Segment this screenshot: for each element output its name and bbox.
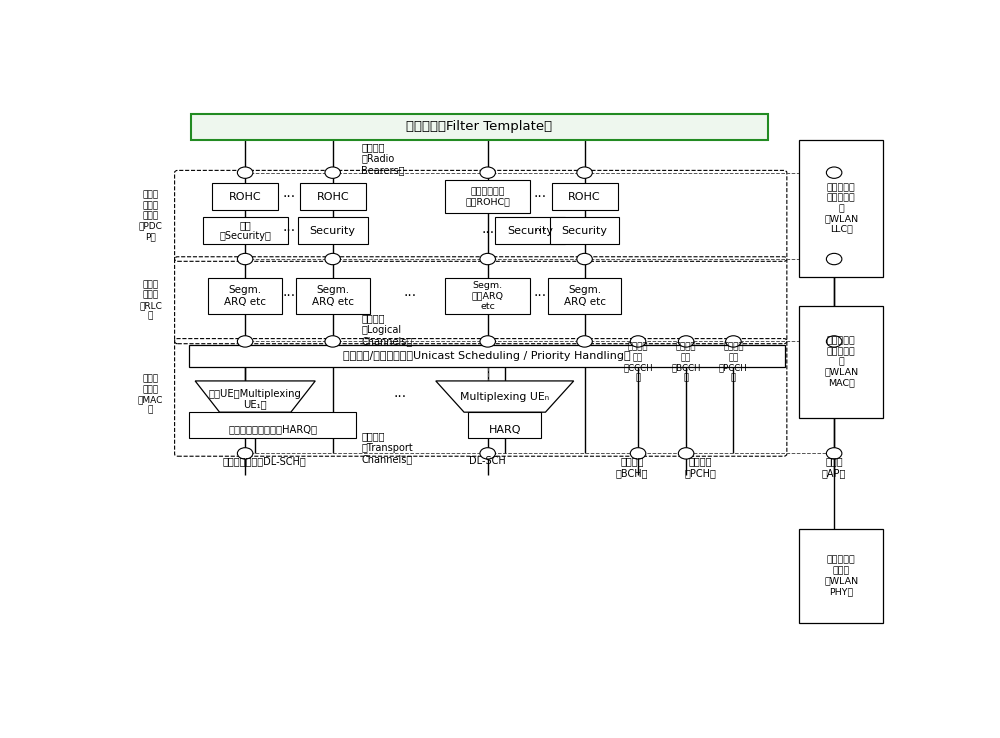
- Text: 混合自动重传请求（HARQ）: 混合自动重传请求（HARQ）: [228, 424, 317, 435]
- Circle shape: [480, 448, 495, 459]
- Text: Segm.
ARQ etc: Segm. ARQ etc: [312, 285, 354, 307]
- Text: ROHC: ROHC: [229, 192, 261, 201]
- Circle shape: [325, 253, 340, 265]
- FancyBboxPatch shape: [495, 217, 565, 244]
- Text: 无线承载
（Radio
Bearers）: 无线承载 （Radio Bearers）: [361, 142, 405, 175]
- Text: 分组数
据汇聚
层协议
（PDC
P）: 分组数 据汇聚 层协议 （PDC P）: [139, 190, 163, 241]
- Circle shape: [577, 167, 592, 179]
- Text: Multiplexing UEₙ: Multiplexing UEₙ: [460, 392, 549, 401]
- Text: 公共控制
信道
（CCCH
）: 公共控制 信道 （CCCH ）: [623, 342, 653, 383]
- FancyBboxPatch shape: [298, 217, 368, 244]
- FancyBboxPatch shape: [799, 139, 883, 277]
- Text: Security: Security: [507, 226, 553, 235]
- Circle shape: [826, 448, 842, 459]
- Text: Segm.
ARQ etc: Segm. ARQ etc: [224, 285, 266, 307]
- Circle shape: [826, 253, 842, 265]
- Circle shape: [678, 448, 694, 459]
- Polygon shape: [436, 381, 574, 413]
- FancyBboxPatch shape: [300, 183, 366, 210]
- Text: DL-SCH: DL-SCH: [469, 456, 506, 466]
- Text: ···: ···: [282, 224, 295, 238]
- Circle shape: [826, 336, 842, 347]
- FancyBboxPatch shape: [208, 278, 282, 314]
- Circle shape: [577, 253, 592, 265]
- Text: ···: ···: [282, 289, 295, 303]
- Text: 下行共享信道（DL-SCH）: 下行共享信道（DL-SCH）: [223, 456, 306, 466]
- Circle shape: [630, 448, 646, 459]
- Text: Security: Security: [562, 226, 608, 235]
- Circle shape: [237, 448, 253, 459]
- FancyBboxPatch shape: [552, 183, 618, 210]
- Circle shape: [480, 167, 495, 179]
- Text: ROHC: ROHC: [316, 192, 349, 201]
- FancyBboxPatch shape: [212, 183, 278, 210]
- Text: ···: ···: [533, 289, 547, 303]
- Text: ···: ···: [533, 224, 547, 238]
- Text: 广播控制
信道
（BCCH
）: 广播控制 信道 （BCCH ）: [671, 342, 701, 383]
- Text: 逻辑信道
（Logical
Channels）: 逻辑信道 （Logical Channels）: [361, 314, 413, 347]
- Circle shape: [237, 167, 253, 179]
- Polygon shape: [195, 381, 315, 413]
- FancyBboxPatch shape: [799, 529, 883, 623]
- Text: 寻呼控制
信道
（PCCH
）: 寻呼控制 信道 （PCCH ）: [719, 342, 748, 383]
- FancyBboxPatch shape: [202, 217, 288, 244]
- Circle shape: [726, 336, 741, 347]
- Text: 复用UE（Multiplexing: 复用UE（Multiplexing: [209, 389, 302, 399]
- Text: 传输信道
（Transport
Channels）: 传输信道 （Transport Channels）: [361, 431, 413, 464]
- Text: 无线链
路控制
（RLC
）: 无线链 路控制 （RLC ）: [139, 280, 162, 320]
- Text: 无线局域网
物理层
（WLAN
PHY）: 无线局域网 物理层 （WLAN PHY）: [824, 556, 858, 596]
- Text: 无线局域网
媒体接入控
制
（WLAN
MAC）: 无线局域网 媒体接入控 制 （WLAN MAC）: [824, 337, 858, 387]
- FancyBboxPatch shape: [548, 278, 621, 314]
- Text: 健壮性报头压
缩（ROHC）: 健壮性报头压 缩（ROHC）: [465, 187, 510, 206]
- FancyBboxPatch shape: [799, 306, 883, 418]
- Text: HARQ: HARQ: [488, 424, 521, 435]
- Text: UE₁）: UE₁）: [243, 399, 267, 410]
- Text: ROHC: ROHC: [568, 192, 601, 201]
- Circle shape: [325, 336, 340, 347]
- FancyBboxPatch shape: [189, 412, 356, 438]
- Text: Security: Security: [310, 226, 356, 235]
- FancyBboxPatch shape: [445, 180, 530, 213]
- Text: 滤波模板（Filter Template）: 滤波模板（Filter Template）: [406, 120, 553, 134]
- Text: 寻呼信道
（PCH）: 寻呼信道 （PCH）: [684, 456, 716, 477]
- Text: 媒体接
入控制
（MAC
）: 媒体接 入控制 （MAC ）: [138, 374, 163, 415]
- Text: 广播信道
（BCH）: 广播信道 （BCH）: [616, 456, 648, 477]
- Circle shape: [480, 336, 495, 347]
- Circle shape: [480, 253, 495, 265]
- FancyBboxPatch shape: [468, 412, 541, 438]
- FancyBboxPatch shape: [550, 217, 619, 244]
- Circle shape: [678, 336, 694, 347]
- Text: ···: ···: [481, 227, 494, 241]
- Text: 单播调度/优先级处理（Unicast Scheduling / Priority Handling）: 单播调度/优先级处理（Unicast Scheduling / Priority…: [343, 351, 631, 361]
- Circle shape: [237, 253, 253, 265]
- Circle shape: [325, 167, 340, 179]
- Text: ···: ···: [394, 390, 407, 404]
- Circle shape: [826, 167, 842, 179]
- Circle shape: [630, 336, 646, 347]
- Text: Segm.
ARQ etc: Segm. ARQ etc: [564, 285, 606, 307]
- FancyBboxPatch shape: [296, 278, 370, 314]
- Circle shape: [237, 336, 253, 347]
- Text: Segm.
分段ARQ
etc: Segm. 分段ARQ etc: [472, 281, 504, 311]
- Text: 接入点
（AP）: 接入点 （AP）: [822, 456, 846, 477]
- Text: ···: ···: [282, 190, 295, 204]
- FancyBboxPatch shape: [445, 278, 530, 314]
- FancyBboxPatch shape: [189, 345, 785, 367]
- FancyBboxPatch shape: [191, 114, 768, 139]
- Text: ···: ···: [404, 289, 417, 303]
- Text: 安全
（Security）: 安全 （Security）: [219, 220, 271, 241]
- Text: 无线局域网
逻辑链路控
制
（WLAN
LLC）: 无线局域网 逻辑链路控 制 （WLAN LLC）: [824, 183, 858, 234]
- Circle shape: [577, 336, 592, 347]
- Text: ···: ···: [533, 190, 547, 204]
